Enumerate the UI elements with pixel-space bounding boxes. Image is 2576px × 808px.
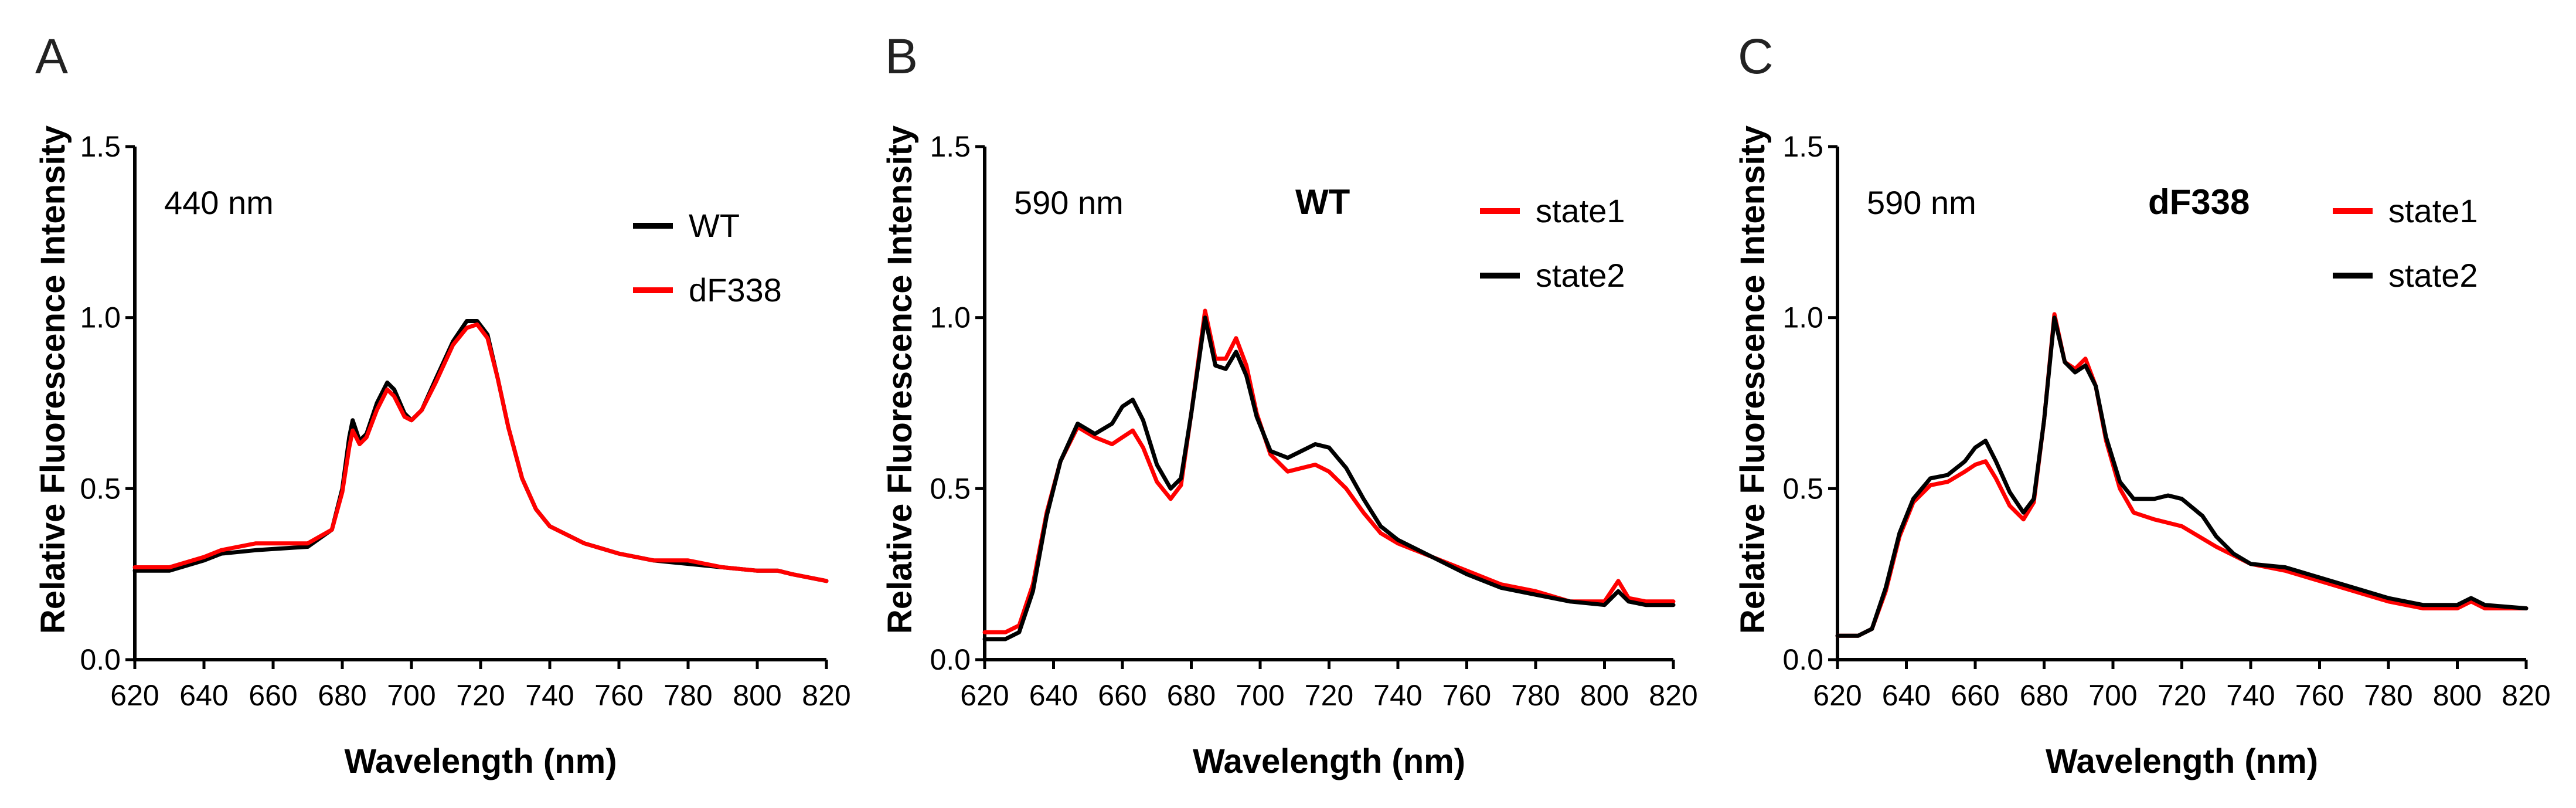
panel-c-y-axis-title: Relative Fluorescence Intensity (1734, 125, 1772, 634)
panel-b-x-tick-label: 680 (1167, 679, 1216, 712)
panel-a-x-tick-label: 720 (456, 679, 505, 712)
panel-b-x-axis-title: Wavelength (nm) (1193, 742, 1465, 780)
panel-b-series-state1-line (982, 308, 1676, 634)
panel-a-x-tick-label: 780 (663, 679, 712, 712)
panel-b-x-tick-label: 720 (1305, 679, 1353, 712)
panel-c-x-tick-label: 740 (2226, 679, 2275, 712)
panel-b-strain-label: WT (1295, 182, 1350, 222)
panel-a-x-tick-label: 680 (318, 679, 366, 712)
panel-b-excitation-label: 590 nm (1014, 184, 1124, 221)
panel-a-x-tick-label: 660 (249, 679, 297, 712)
panel-c-x-tick-label: 820 (2502, 679, 2550, 712)
panel-b-y-tick-label: 0.0 (930, 643, 971, 676)
panel-a-y-axis-title: Relative Fluorescence Intensity (34, 125, 72, 634)
panel-c-x-tick-label: 780 (2364, 679, 2412, 712)
panel-c-x-tick-label: 620 (1813, 679, 1862, 712)
panel-a-excitation-label: 440 nm (164, 184, 274, 221)
panel-a-x-tick-label: 640 (179, 679, 228, 712)
panel-c-x-tick-label: 660 (1951, 679, 1999, 712)
panel-a-x-tick-label: 620 (110, 679, 159, 712)
panel-c-legend-label-state1: state1 (2388, 192, 2478, 229)
panel-c-x-tick-label: 800 (2433, 679, 2482, 712)
panel-a-y-tick-label: 1.0 (80, 301, 121, 334)
panel-c-series-state1-line (1835, 312, 2529, 638)
panel-b-y-tick-label: 1.5 (930, 130, 971, 163)
panel-b-y-tick-label: 0.5 (930, 472, 971, 505)
panel-a-x-tick-label: 760 (594, 679, 643, 712)
panel-c-x-axis-title: Wavelength (nm) (2046, 742, 2318, 780)
panel-c-strain-label: dF338 (2148, 182, 2250, 222)
panel-a-x-axis-title: Wavelength (nm) (344, 742, 617, 780)
panel-b-x-tick-label: 700 (1236, 679, 1284, 712)
panel-b-x-tick-label: 740 (1373, 679, 1422, 712)
panel-a-x-tick-label: 800 (733, 679, 781, 712)
panel-a-letter: A (35, 29, 68, 84)
panel-a-legend-label-df338: dF338 (689, 271, 782, 308)
panel-c-y-tick-label: 0.5 (1782, 472, 1823, 505)
panel-a-x-tick-label: 740 (525, 679, 574, 712)
panel-b-series-state2-line (982, 315, 1676, 641)
panel-a-series-wt-line (132, 319, 829, 583)
panel-b-x-tick-label: 660 (1098, 679, 1146, 712)
panel-a-y-tick-label: 0.5 (80, 472, 121, 505)
panel-a-series-df338-line (132, 322, 829, 583)
panel-c-legend-label-state2: state2 (2388, 257, 2478, 294)
panel-c-series-state2-line (1835, 315, 2529, 638)
panel-b-legend-label-state1: state1 (1536, 192, 1625, 229)
panel-c-y-tick-label: 1.0 (1782, 301, 1823, 334)
panel-b-y-tick-label: 1.0 (930, 301, 971, 334)
panel-c-x-tick-label: 700 (2088, 679, 2137, 712)
panel-a-x-tick-label: 700 (387, 679, 435, 712)
panel-c-x-tick-label: 720 (2158, 679, 2206, 712)
panel-c-excitation-label: 590 nm (1867, 184, 1976, 221)
panel-c-x-tick-label: 640 (1882, 679, 1931, 712)
panel-b-x-tick-label: 760 (1442, 679, 1491, 712)
panel-c-y-tick-label: 0.0 (1782, 643, 1823, 676)
panel-c-x-tick-label: 760 (2295, 679, 2344, 712)
panel-b-x-tick-label: 780 (1511, 679, 1560, 712)
panel-b-letter: B (885, 29, 918, 84)
panel-c-letter: C (1738, 29, 1774, 84)
panel-b-x-tick-label: 620 (960, 679, 1009, 712)
panel-b-x-tick-label: 640 (1029, 679, 1078, 712)
panel-b-x-tick-label: 820 (1649, 679, 1697, 712)
panel-a-legend-label-wt: WT (689, 207, 740, 244)
panel-b-x-tick-label: 800 (1580, 679, 1629, 712)
panel-a-x-tick-label: 820 (802, 679, 850, 712)
panel-b-y-axis-title: Relative Fluorescence Intensity (881, 125, 919, 634)
panel-a-y-tick-label: 0.0 (80, 643, 121, 676)
panel-b-legend-label-state2: state2 (1536, 257, 1625, 294)
panel-a-y-tick-label: 1.5 (80, 130, 121, 163)
panel-c-y-tick-label: 1.5 (1782, 130, 1823, 163)
panel-c-x-tick-label: 680 (2020, 679, 2068, 712)
